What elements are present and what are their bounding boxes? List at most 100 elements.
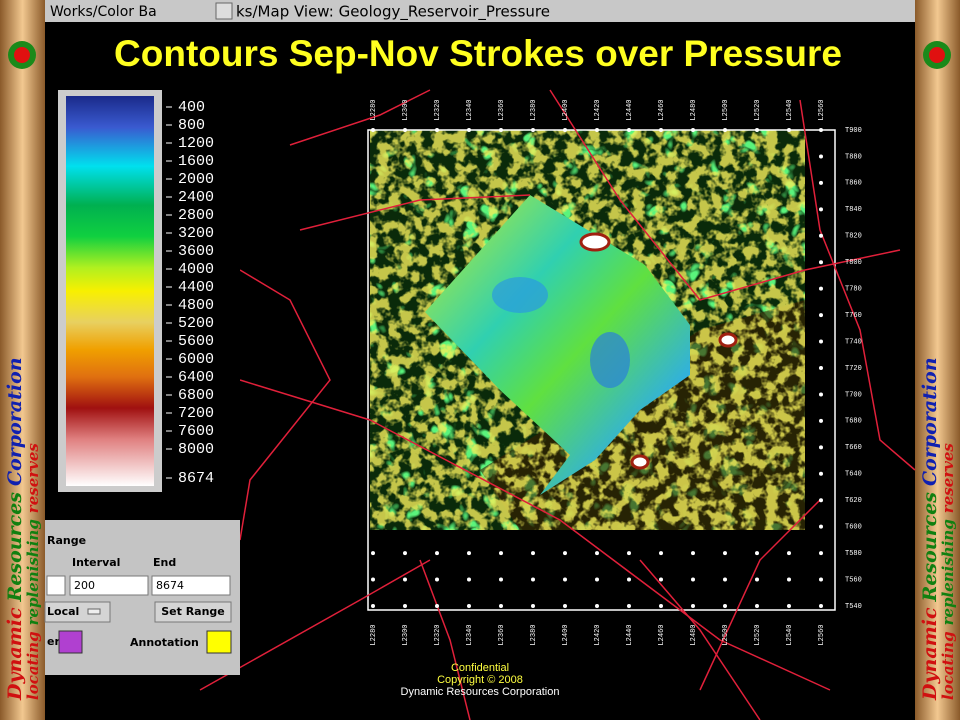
x-axis-label: L2400 [562, 99, 570, 120]
well-dot [403, 551, 407, 556]
x-axis-label: L2540 [786, 624, 794, 645]
well-dot [499, 577, 503, 582]
color-bar-label: 800 [178, 117, 205, 134]
x-axis-label: L2540 [786, 99, 794, 120]
color-bar-label: 6400 [178, 369, 214, 386]
x-axis-label: L2560 [818, 99, 826, 120]
well-dot [819, 551, 823, 556]
color-bar-label: 4400 [178, 279, 214, 296]
well-dot [819, 498, 823, 503]
mode-dropdown[interactable] [44, 601, 111, 623]
well-dot [595, 577, 599, 582]
well-dot [819, 128, 823, 132]
well-dot [595, 551, 599, 556]
right-banner [915, 0, 960, 720]
banner-tagline: replenishing [24, 519, 42, 625]
window-button[interactable] [215, 2, 233, 20]
interval-field[interactable] [69, 575, 149, 596]
well-dot [435, 128, 439, 132]
color-bar-label: 400 [178, 99, 205, 116]
x-axis-label: L2320 [434, 624, 442, 645]
left-banner [0, 0, 45, 720]
well-dot [819, 313, 823, 318]
y-axis-label: T600 [845, 524, 862, 532]
x-axis-label: L2400 [562, 624, 570, 645]
y-axis-label: T540 [845, 603, 862, 611]
color-bar-label: 8000 [178, 441, 214, 458]
x-axis-label: L2480 [690, 99, 698, 120]
well-dot [499, 551, 503, 556]
x-axis-label: L2320 [434, 99, 442, 120]
banner-word: Corporation [4, 357, 26, 486]
well-dot [403, 128, 407, 132]
well-dot [819, 286, 823, 291]
x-axis-label: L2520 [754, 624, 762, 645]
well-dot [819, 180, 823, 185]
banner-word: Dynamic [919, 607, 941, 701]
y-axis-label: T640 [845, 471, 862, 479]
well-dot [371, 551, 375, 556]
x-axis-label: L2560 [818, 624, 826, 645]
map-frame [367, 129, 836, 611]
color-bar-label: 1200 [178, 135, 214, 152]
map [199, 89, 916, 720]
well-dot [787, 551, 791, 556]
well-dot [819, 445, 823, 450]
well-dot [755, 551, 759, 556]
well-dot [531, 577, 535, 582]
color-bar-label: 7600 [178, 423, 214, 440]
y-axis-label: T620 [845, 497, 862, 505]
y-axis-label: T740 [845, 338, 862, 346]
well-dot [755, 128, 759, 132]
window-title: Works/Color Ba [50, 4, 157, 20]
well-dot [787, 604, 791, 608]
well-dot [435, 604, 439, 608]
color-bar-label: 5200 [178, 315, 214, 332]
annotation-label: Annotation [130, 636, 199, 649]
logo [8, 41, 951, 69]
y-axis-label: T560 [845, 576, 862, 584]
interval-label: Interval [72, 556, 120, 569]
y-axis-label: T900 [845, 127, 862, 135]
well-dot [627, 551, 631, 556]
well-dot [691, 577, 695, 582]
well-dot [403, 604, 407, 608]
well-dot [819, 207, 823, 212]
footer-text: Dynamic Resources Corporation [401, 686, 560, 698]
y-axis-label: T580 [845, 550, 862, 558]
well-dot [659, 577, 663, 582]
x-axis-label: L2420 [594, 99, 602, 120]
x-axis-label: L2380 [530, 624, 538, 645]
well-dot [563, 551, 567, 556]
y-axis-label: T780 [845, 286, 862, 294]
color-bar-label: 2800 [178, 207, 214, 224]
footer-text: Copyright © 2008 [437, 674, 523, 686]
x-axis-label: L2480 [690, 624, 698, 645]
y-axis-label: T700 [845, 391, 862, 399]
well-dot [531, 551, 535, 556]
color-swatch[interactable] [58, 630, 83, 654]
start-field[interactable] [46, 575, 66, 596]
color-bar-label: 5600 [178, 333, 214, 350]
well-dot [467, 551, 471, 556]
banner-tagline: locating [24, 631, 42, 700]
set-range-button[interactable] [154, 601, 232, 623]
well-dot [819, 366, 823, 370]
annotation-swatch[interactable] [206, 630, 232, 654]
end-field[interactable] [151, 575, 231, 596]
color-bar-label: 4800 [178, 297, 214, 314]
well-dot [627, 128, 631, 132]
banner-word: Resources [4, 492, 26, 603]
color-bar-label: 3200 [178, 225, 214, 242]
well-dot [659, 128, 663, 132]
well-dot [691, 551, 695, 556]
well-dot [819, 392, 823, 397]
x-axis-label: L2280 [370, 624, 378, 645]
banner-tagline: reserves [939, 443, 957, 514]
color-bar-label: 6800 [178, 387, 214, 404]
x-axis-label: L2300 [402, 624, 410, 645]
banner-word: Resources [919, 492, 941, 603]
banner-word: Dynamic [4, 607, 26, 701]
well-dot [371, 604, 375, 608]
